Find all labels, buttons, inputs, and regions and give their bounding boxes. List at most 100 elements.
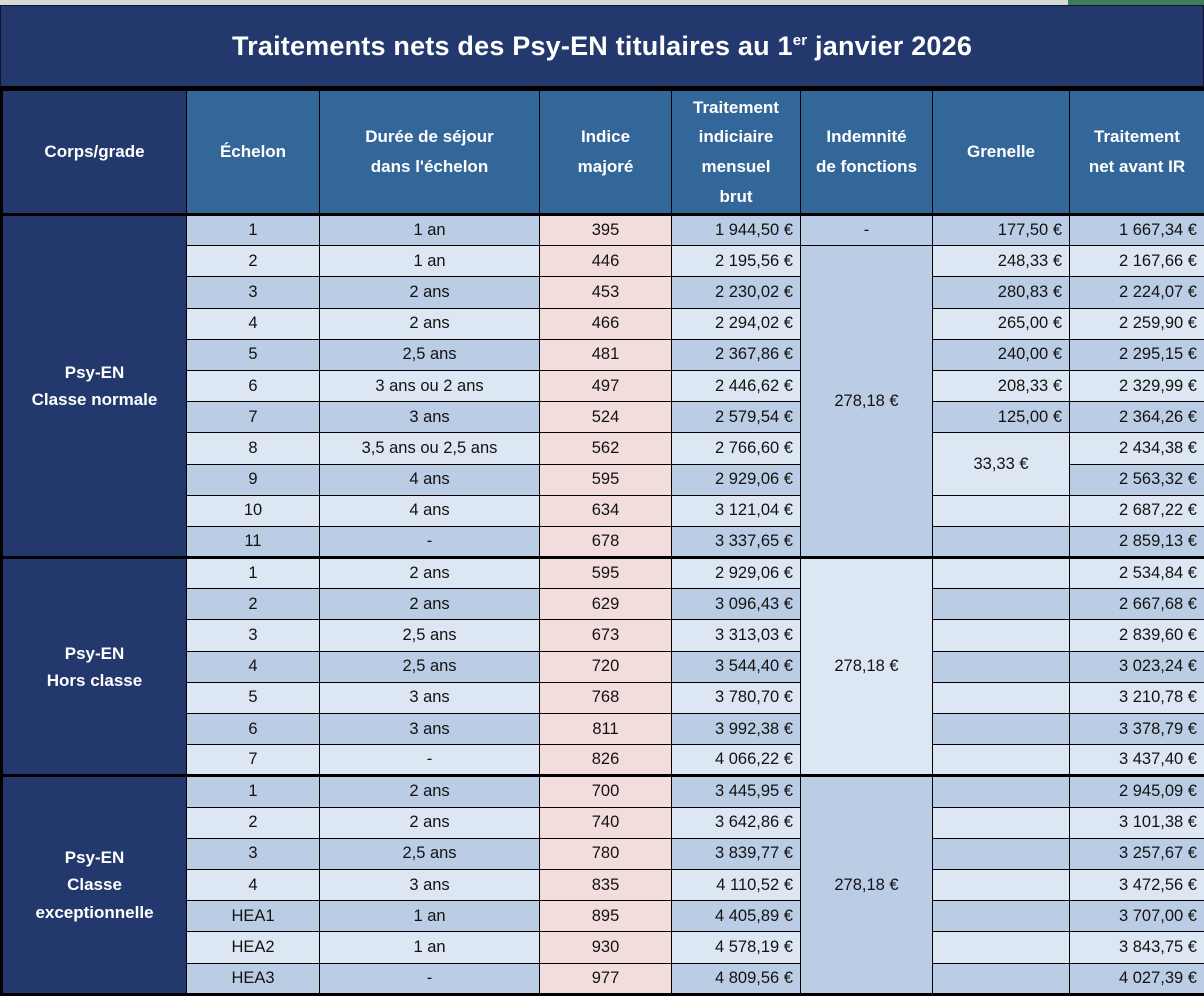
title-superscript: er xyxy=(793,32,808,49)
corps-grade-label-line: Psy-EN xyxy=(3,359,186,386)
echelon-cell: 3 xyxy=(187,620,320,651)
net-cell: 2 259,90 € xyxy=(1070,308,1204,339)
grenelle-cell xyxy=(933,651,1070,682)
brut-cell: 4 066,22 € xyxy=(672,745,801,776)
echelon-cell: 1 xyxy=(187,558,320,589)
indemnite-cell: - xyxy=(801,215,933,246)
indice-cell: 481 xyxy=(540,339,672,370)
indice-cell: 524 xyxy=(540,402,672,433)
column-header-line: Traitement xyxy=(1070,122,1204,152)
brut-cell: 4 809,56 € xyxy=(672,963,801,994)
indice-cell: 895 xyxy=(540,901,672,932)
brut-cell: 2 929,06 € xyxy=(672,464,801,495)
net-cell: 2 667,68 € xyxy=(1070,589,1204,620)
grenelle-merged-cell: 33,33 € xyxy=(933,433,1070,495)
brut-cell: 2 929,06 € xyxy=(672,558,801,589)
corps-grade-label-line: Classe normale xyxy=(3,386,186,413)
echelon-cell: 11 xyxy=(187,526,320,557)
brut-cell: 4 110,52 € xyxy=(672,869,801,900)
column-header-line: Échelon xyxy=(187,137,319,167)
brut-cell: 4 578,19 € xyxy=(672,932,801,963)
column-header-line: Indemnité xyxy=(801,122,932,152)
top-strip-green xyxy=(1068,0,1204,5)
duree-cell: 2,5 ans xyxy=(320,838,540,869)
grenelle-cell: 240,00 € xyxy=(933,339,1070,370)
column-header-echelon: Échelon xyxy=(187,90,320,215)
grenelle-cell: 125,00 € xyxy=(933,402,1070,433)
indice-cell: 700 xyxy=(540,776,672,807)
brut-cell: 2 230,02 € xyxy=(672,277,801,308)
brut-cell: 2 195,56 € xyxy=(672,246,801,277)
echelon-cell: 2 xyxy=(187,246,320,277)
brut-cell: 2 294,02 € xyxy=(672,308,801,339)
duree-cell: 2 ans xyxy=(320,807,540,838)
grenelle-cell xyxy=(933,745,1070,776)
indice-cell: 634 xyxy=(540,495,672,526)
grenelle-cell xyxy=(933,526,1070,557)
echelon-cell: 2 xyxy=(187,807,320,838)
corps-grade-label-line: Psy-EN xyxy=(3,640,186,667)
indemnite-merged-cell: 278,18 € xyxy=(801,246,933,558)
indice-cell: 629 xyxy=(540,589,672,620)
duree-cell: 2 ans xyxy=(320,277,540,308)
column-header-line: Indice xyxy=(540,122,671,152)
indice-cell: 811 xyxy=(540,714,672,745)
column-header-grenelle: Grenelle xyxy=(933,90,1070,215)
grenelle-cell xyxy=(933,963,1070,994)
duree-cell: - xyxy=(320,963,540,994)
duree-cell: 3 ans xyxy=(320,869,540,900)
net-cell: 3 257,67 € xyxy=(1070,838,1204,869)
grenelle-cell: 248,33 € xyxy=(933,246,1070,277)
net-cell: 2 534,84 € xyxy=(1070,558,1204,589)
duree-cell: 1 an xyxy=(320,246,540,277)
indice-cell: 826 xyxy=(540,745,672,776)
indice-cell: 395 xyxy=(540,215,672,246)
duree-cell: 2 ans xyxy=(320,776,540,807)
column-header-corps: Corps/grade xyxy=(2,90,187,215)
indice-cell: 720 xyxy=(540,651,672,682)
net-cell: 3 843,75 € xyxy=(1070,932,1204,963)
echelon-cell: 6 xyxy=(187,370,320,401)
duree-cell: 1 an xyxy=(320,932,540,963)
net-cell: 2 859,13 € xyxy=(1070,526,1204,557)
indice-cell: 453 xyxy=(540,277,672,308)
net-cell: 2 687,22 € xyxy=(1070,495,1204,526)
duree-cell: - xyxy=(320,745,540,776)
indemnite-merged-cell: 278,18 € xyxy=(801,558,933,776)
brut-cell: 3 544,40 € xyxy=(672,651,801,682)
indice-cell: 595 xyxy=(540,558,672,589)
duree-cell: 2,5 ans xyxy=(320,339,540,370)
grenelle-cell xyxy=(933,558,1070,589)
column-header-line: brut xyxy=(672,182,800,212)
grenelle-cell: 280,83 € xyxy=(933,277,1070,308)
echelon-cell: HEA1 xyxy=(187,901,320,932)
column-header-line: Traitement xyxy=(672,93,800,123)
echelon-cell: 6 xyxy=(187,714,320,745)
corps-grade-label-line: Psy-EN xyxy=(3,844,186,871)
top-strip-gray xyxy=(0,0,1068,5)
net-cell: 2 364,26 € xyxy=(1070,402,1204,433)
net-cell: 1 667,34 € xyxy=(1070,215,1204,246)
echelon-cell: 1 xyxy=(187,776,320,807)
brut-cell: 3 445,95 € xyxy=(672,776,801,807)
duree-cell: 2,5 ans xyxy=(320,620,540,651)
brut-cell: 3 096,43 € xyxy=(672,589,801,620)
grenelle-cell xyxy=(933,838,1070,869)
brut-cell: 3 839,77 € xyxy=(672,838,801,869)
net-cell: 2 945,09 € xyxy=(1070,776,1204,807)
grenelle-cell: 208,33 € xyxy=(933,370,1070,401)
duree-cell: 2 ans xyxy=(320,589,540,620)
echelon-cell: 8 xyxy=(187,433,320,464)
echelon-cell: 9 xyxy=(187,464,320,495)
grenelle-cell xyxy=(933,932,1070,963)
duree-cell: 3 ans xyxy=(320,682,540,713)
corps-grade-label-line: Classe xyxy=(3,871,186,898)
column-header-line: Corps/grade xyxy=(3,137,186,167)
